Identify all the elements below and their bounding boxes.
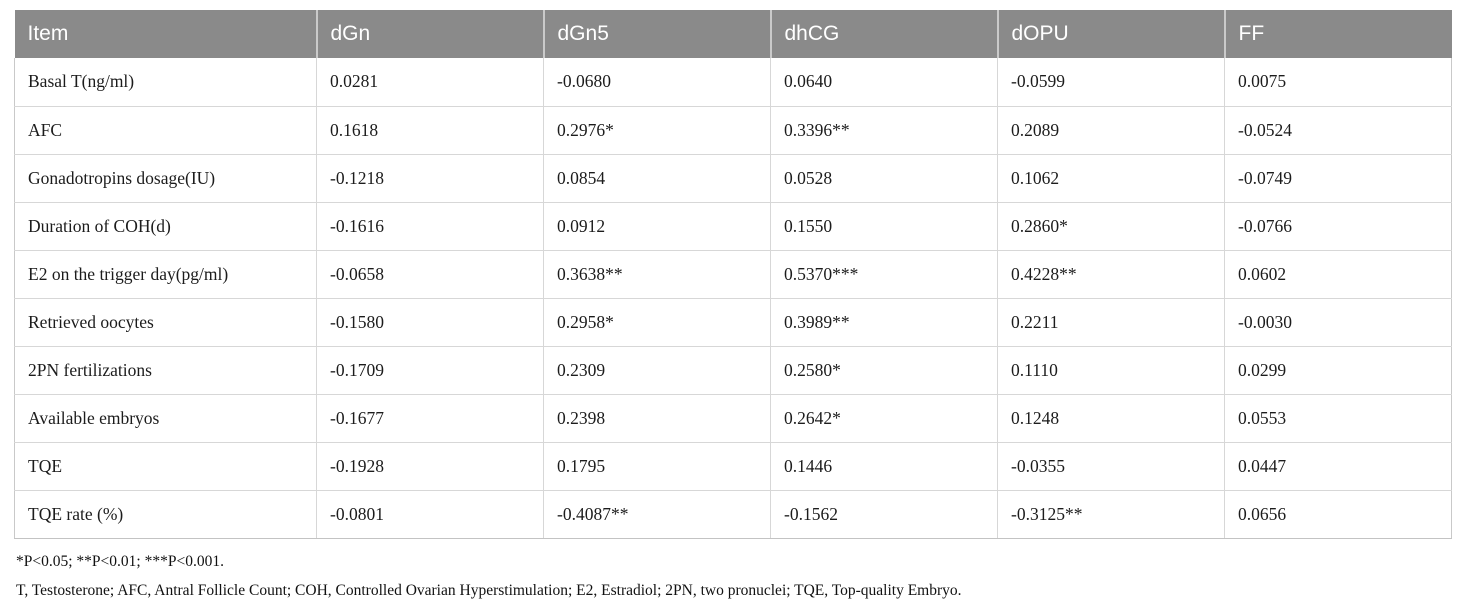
cell-value: -0.0658 <box>316 250 544 299</box>
cell-value: 0.1110 <box>997 346 1225 395</box>
cell-value: 0.4228** <box>997 250 1225 299</box>
cell-value: 0.0528 <box>770 154 998 203</box>
column-header-dgn5: dGn5 <box>542 10 771 58</box>
table-header: Item dGn dGn5 dhCG dOPU FF <box>14 10 1452 58</box>
cell-value: -0.0801 <box>316 490 544 539</box>
column-header-dopu: dOPU <box>996 10 1225 58</box>
cell-value: -0.4087** <box>543 490 771 539</box>
cell-value: -0.0749 <box>1224 154 1452 203</box>
cell-value: 0.0075 <box>1224 58 1452 107</box>
cell-value: -0.1928 <box>316 442 544 491</box>
column-header-item: Item <box>14 10 317 58</box>
header-row: Item dGn dGn5 dhCG dOPU FF <box>14 10 1452 58</box>
cell-value: 0.2860* <box>997 202 1225 251</box>
table-row: Basal T(ng/ml) 0.0281 -0.0680 0.0640 -0.… <box>14 58 1452 107</box>
cell-value: 0.0854 <box>543 154 771 203</box>
row-label: TQE rate (%) <box>14 490 317 539</box>
cell-value: 0.3989** <box>770 298 998 347</box>
cell-value: -0.1580 <box>316 298 544 347</box>
row-label: E2 on the trigger day(pg/ml) <box>14 250 317 299</box>
column-header-dgn: dGn <box>315 10 544 58</box>
cell-value: 0.0447 <box>1224 442 1452 491</box>
cell-value: -0.1677 <box>316 394 544 443</box>
cell-value: 0.2580* <box>770 346 998 395</box>
cell-value: -0.1218 <box>316 154 544 203</box>
cell-value: -0.1709 <box>316 346 544 395</box>
cell-value: 0.1062 <box>997 154 1225 203</box>
table-row: AFC 0.1618 0.2976* 0.3396** 0.2089 -0.05… <box>14 106 1452 155</box>
table-body: Basal T(ng/ml) 0.0281 -0.0680 0.0640 -0.… <box>14 58 1452 539</box>
table-row: 2PN fertilizations -0.1709 0.2309 0.2580… <box>14 346 1452 395</box>
cell-value: 0.5370*** <box>770 250 998 299</box>
row-label: 2PN fertilizations <box>14 346 317 395</box>
table-row: Available embryos -0.1677 0.2398 0.2642*… <box>14 394 1452 443</box>
cell-value: 0.0281 <box>316 58 544 107</box>
cell-value: 0.2958* <box>543 298 771 347</box>
row-label: Gonadotropins dosage(IU) <box>14 154 317 203</box>
cell-value: 0.2642* <box>770 394 998 443</box>
cell-value: 0.0912 <box>543 202 771 251</box>
row-label: Duration of COH(d) <box>14 202 317 251</box>
cell-value: 0.2089 <box>997 106 1225 155</box>
cell-value: 0.0553 <box>1224 394 1452 443</box>
cell-value: 0.2211 <box>997 298 1225 347</box>
row-label: TQE <box>14 442 317 491</box>
cell-value: 0.2398 <box>543 394 771 443</box>
column-header-dhcg: dhCG <box>769 10 998 58</box>
cell-value: 0.1618 <box>316 106 544 155</box>
cell-value: -0.3125** <box>997 490 1225 539</box>
cell-value: 0.0656 <box>1224 490 1452 539</box>
row-label: Basal T(ng/ml) <box>14 58 317 107</box>
table-row: Retrieved oocytes -0.1580 0.2958* 0.3989… <box>14 298 1452 347</box>
cell-value: -0.0355 <box>997 442 1225 491</box>
cell-value: 0.3396** <box>770 106 998 155</box>
table-row: TQE -0.1928 0.1795 0.1446 -0.0355 0.0447 <box>14 442 1452 491</box>
table-row: E2 on the trigger day(pg/ml) -0.0658 0.3… <box>14 250 1452 299</box>
cell-value: -0.1616 <box>316 202 544 251</box>
cell-value: 0.0299 <box>1224 346 1452 395</box>
column-header-ff: FF <box>1223 10 1452 58</box>
cell-value: 0.1446 <box>770 442 998 491</box>
row-label: AFC <box>14 106 317 155</box>
correlation-table: Item dGn dGn5 dhCG dOPU FF Basal T(ng/ml… <box>14 10 1452 539</box>
cell-value: 0.0640 <box>770 58 998 107</box>
cell-value: -0.1562 <box>770 490 998 539</box>
cell-value: 0.2976* <box>543 106 771 155</box>
abbreviations-footnote: T, Testosterone; AFC, Antral Follicle Co… <box>16 582 962 599</box>
row-label: Retrieved oocytes <box>14 298 317 347</box>
table-footnotes: *P<0.05; **P<0.01; ***P<0.001. T, Testos… <box>16 547 962 604</box>
cell-value: -0.0599 <box>997 58 1225 107</box>
cell-value: -0.0680 <box>543 58 771 107</box>
table-row: Duration of COH(d) -0.1616 0.0912 0.1550… <box>14 202 1452 251</box>
significance-footnote: *P<0.05; **P<0.01; ***P<0.001. <box>16 553 224 570</box>
table-row: TQE rate (%) -0.0801 -0.4087** -0.1562 -… <box>14 490 1452 539</box>
cell-value: 0.2309 <box>543 346 771 395</box>
table-row: Gonadotropins dosage(IU) -0.1218 0.0854 … <box>14 154 1452 203</box>
cell-value: 0.1248 <box>997 394 1225 443</box>
cell-value: 0.1550 <box>770 202 998 251</box>
cell-value: -0.0524 <box>1224 106 1452 155</box>
cell-value: 0.3638** <box>543 250 771 299</box>
cell-value: 0.0602 <box>1224 250 1452 299</box>
row-label: Available embryos <box>14 394 317 443</box>
cell-value: -0.0766 <box>1224 202 1452 251</box>
cell-value: 0.1795 <box>543 442 771 491</box>
cell-value: -0.0030 <box>1224 298 1452 347</box>
